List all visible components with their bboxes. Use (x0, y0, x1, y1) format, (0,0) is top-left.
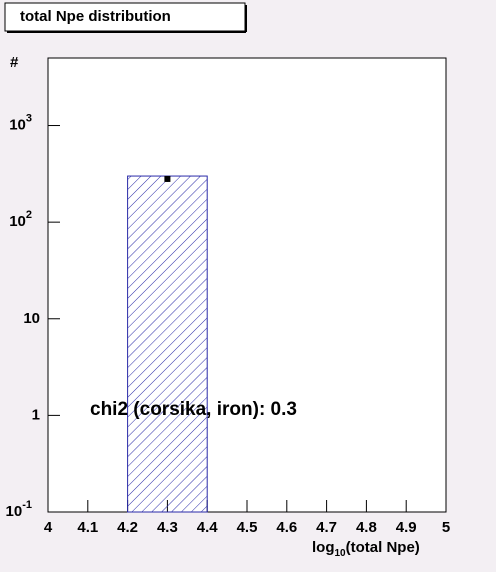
y-tick-exp: -1 (22, 499, 32, 511)
chart-title: total Npe distribution (20, 8, 171, 25)
annotation: chi2 (corsika, iron): 0.3 (90, 399, 297, 420)
y-tick-label: 10-1 (6, 499, 32, 520)
x-tick-label: 4.7 (316, 519, 337, 536)
y-tick-base: 1 (32, 406, 40, 423)
title-box (4, 2, 246, 32)
y-tick-exp: 3 (26, 112, 32, 124)
y-tick-label: 103 (9, 112, 32, 133)
x-tick-label: 4.1 (77, 519, 98, 536)
x-axis-label: log10(total Npe) (312, 539, 420, 559)
y-tick-base: 10 (6, 503, 23, 520)
x-tick-label: 4.9 (396, 519, 417, 536)
y-axis-label: # (10, 54, 19, 71)
x-tick-label: 4.8 (356, 519, 377, 536)
x-tick-label: 4.2 (117, 519, 138, 536)
x-label-text: log (312, 539, 335, 556)
data-point (164, 175, 171, 182)
y-tick-label: 102 (9, 209, 32, 230)
y-tick-base: 10 (23, 310, 40, 327)
x-tick-label: 4.6 (276, 519, 297, 536)
x-label-rest: (total Npe) (346, 539, 420, 556)
x-label-sub: 10 (335, 548, 347, 559)
y-tick-label: 10 (23, 310, 40, 327)
x-tick-label: 4.3 (157, 519, 178, 536)
x-tick-label: 4 (44, 519, 53, 536)
y-tick-label: 1 (32, 406, 40, 423)
frame (47, 57, 447, 513)
y-tick-exp: 2 (26, 209, 32, 221)
x-tick-label: 5 (442, 519, 450, 536)
x-tick-label: 4.4 (197, 519, 219, 536)
x-tick-label: 4.5 (237, 519, 258, 536)
y-tick-base: 10 (9, 117, 26, 134)
y-tick-base: 10 (9, 213, 26, 230)
histogram-bar (127, 175, 208, 513)
